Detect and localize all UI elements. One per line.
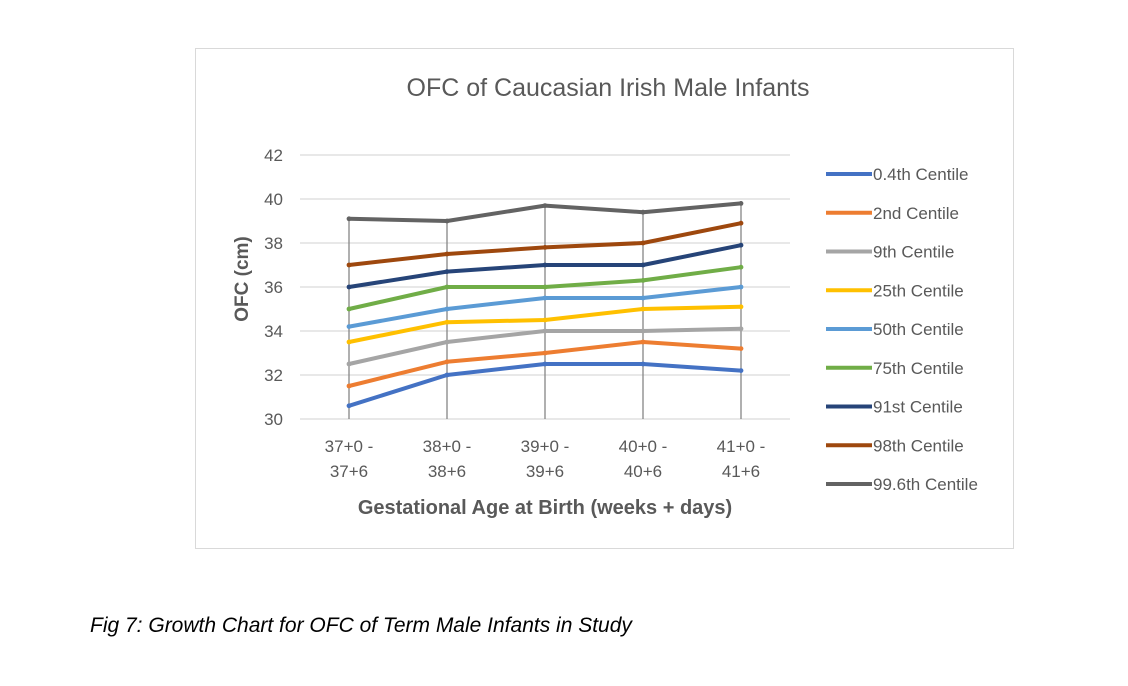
legend-label-25th-centile: 25th Centile [873, 281, 964, 300]
legend-label-2nd-centile: 2nd Centile [873, 204, 959, 223]
legend-label-9th-centile: 9th Centile [873, 243, 954, 262]
x-tick-label: 41+6 [722, 462, 760, 481]
x-axis-label: Gestational Age at Birth (weeks + days) [358, 497, 732, 519]
y-tick-label: 38 [264, 234, 283, 253]
data-point-99-6th-centile [346, 216, 352, 222]
data-point-75th-centile [542, 284, 548, 290]
data-point-99-6th-centile [738, 201, 744, 206]
data-point-99-6th-centile [542, 203, 548, 209]
data-point-98th-centile [738, 220, 744, 226]
y-tick-label: 42 [264, 146, 283, 165]
figure-caption: Fig 7: Growth Chart for OFC of Term Male… [90, 614, 632, 637]
data-point-0-4th-centile [444, 372, 450, 378]
y-tick-label: 34 [264, 322, 283, 341]
y-tick-label: 40 [264, 190, 283, 209]
data-point-50th-centile [738, 284, 744, 290]
x-tick-label: 39+6 [526, 462, 564, 481]
data-point-98th-centile [542, 245, 548, 250]
x-tick-label: 37+0 - [325, 437, 374, 456]
data-point-75th-centile [346, 306, 352, 312]
legend-label-98th-centile: 98th Centile [873, 436, 964, 455]
x-tick-label: 40+0 - [619, 437, 668, 456]
data-point-2nd-centile [444, 359, 450, 365]
x-tick-label: 38+6 [428, 462, 466, 481]
x-tick-label: 38+0 - [423, 437, 472, 456]
y-tick-label: 36 [264, 278, 283, 297]
x-tick-label: 40+6 [624, 462, 662, 481]
data-point-25th-centile [640, 306, 646, 312]
series-lines [346, 201, 744, 409]
data-point-98th-centile [640, 240, 646, 246]
data-point-99-6th-centile [444, 218, 450, 224]
data-point-98th-centile [444, 251, 450, 257]
data-point-91st-centile [346, 284, 352, 290]
data-point-75th-centile [444, 284, 450, 290]
data-point-50th-centile [640, 295, 646, 301]
data-point-9th-centile [346, 361, 352, 367]
y-tick-label: 32 [264, 366, 283, 385]
x-tick-label: 37+6 [330, 462, 368, 481]
data-point-75th-centile [738, 264, 744, 270]
data-point-50th-centile [346, 324, 352, 329]
legend-label-99-6th-centile: 99.6th Centile [873, 475, 978, 494]
y-tick-label: 30 [264, 410, 283, 429]
data-point-0-4th-centile [346, 403, 352, 409]
legend: 0.4th Centile 2nd Centile 9th Centile 25th … [826, 165, 978, 494]
data-point-0-4th-centile [640, 361, 646, 367]
data-point-50th-centile [444, 306, 450, 312]
legend-label-50th-centile: 50th Centile [873, 320, 964, 339]
legend-label-0-4th-centile: 0.4th Centile [873, 165, 968, 184]
data-point-2nd-centile [640, 339, 646, 345]
data-point-9th-centile [542, 328, 548, 334]
data-point-25th-centile [346, 339, 352, 345]
data-point-9th-centile [640, 328, 646, 334]
data-point-0-4th-centile [542, 361, 548, 367]
data-point-25th-centile [444, 319, 450, 325]
data-point-91st-centile [444, 269, 450, 274]
data-point-9th-centile [738, 326, 744, 332]
data-point-91st-centile [542, 262, 548, 268]
data-point-50th-centile [542, 295, 548, 301]
legend-label-91st-centile: 91st Centile [873, 398, 963, 417]
y-axis-label: OFC (cm) [232, 236, 253, 322]
data-point-98th-centile [346, 262, 352, 268]
data-point-2nd-centile [346, 383, 352, 389]
data-point-9th-centile [444, 339, 450, 345]
x-tick-label: 39+0 - [521, 437, 570, 456]
data-point-2nd-centile [738, 346, 744, 351]
chart-title: OFC of Caucasian Irish Male Infants [407, 74, 810, 102]
data-point-25th-centile [542, 317, 548, 323]
data-point-91st-centile [738, 242, 744, 248]
data-point-99-6th-centile [640, 209, 646, 215]
x-tick-labels: 37+0 - 37+6 38+0 - 38+6 39+0 - 39+6 40+0 - 40+6… [325, 437, 766, 481]
data-point-91st-centile [640, 262, 646, 268]
data-point-25th-centile [738, 304, 744, 310]
data-point-75th-centile [640, 278, 646, 283]
legend-label-75th-centile: 75th Centile [873, 359, 964, 378]
y-tick-labels: 30 32 34 36 38 40 42 [264, 146, 283, 429]
x-tick-label: 41+0 - [717, 437, 766, 456]
data-point-2nd-centile [542, 350, 548, 356]
data-point-0-4th-centile [738, 368, 744, 373]
